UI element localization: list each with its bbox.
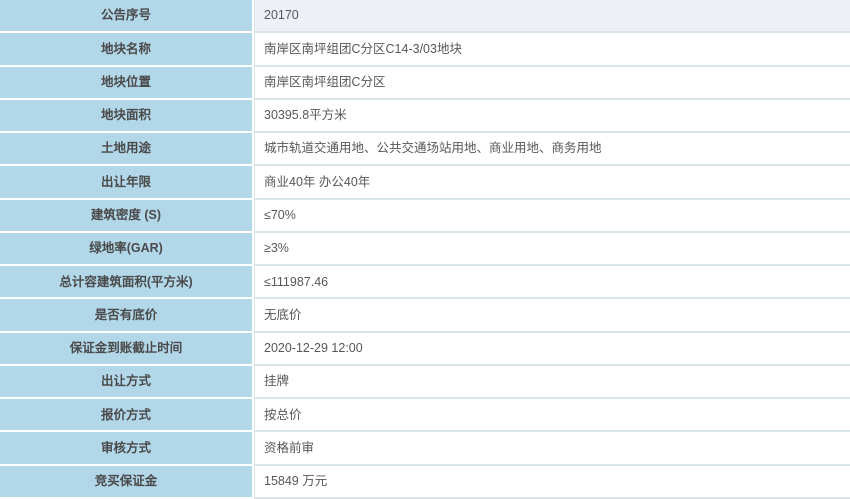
field-value: 15849 万元	[254, 465, 850, 499]
field-label: 竞买保证金	[0, 465, 252, 499]
field-value: 挂牌	[254, 365, 850, 400]
table-row: 土地用途 城市轨道交通用地、公共交通场站用地、商业用地、商务用地	[0, 133, 850, 167]
table-row: 报价方式 按总价	[0, 399, 850, 433]
field-value: 无底价	[254, 299, 850, 333]
table-row: 绿地率(GAR) ≥3%	[0, 232, 850, 267]
table-row: 出让方式 挂牌	[0, 365, 850, 400]
field-label: 出让方式	[0, 365, 252, 400]
field-label: 是否有底价	[0, 299, 252, 333]
field-label: 公告序号	[0, 0, 252, 34]
table-row: 地块位置 南岸区南坪组团C分区	[0, 66, 850, 100]
field-label: 保证金到账截止时间	[0, 332, 252, 366]
table-row: 出让年限 商业40年 办公40年	[0, 166, 850, 200]
table-row: 审核方式 资格前审	[0, 432, 850, 466]
table-row: 地块面积 30395.8平方米	[0, 99, 850, 134]
field-value: 城市轨道交通用地、公共交通场站用地、商业用地、商务用地	[254, 133, 850, 167]
field-label: 地块名称	[0, 33, 252, 67]
field-value: 南岸区南坪组团C分区C14-3/03地块	[254, 33, 850, 67]
field-value: 南岸区南坪组团C分区	[254, 66, 850, 100]
field-label: 土地用途	[0, 133, 252, 167]
table-row: 总计容建筑面积(平方米) ≤111987.46	[0, 266, 850, 300]
table-row: 地块名称 南岸区南坪组团C分区C14-3/03地块	[0, 33, 850, 67]
field-label: 报价方式	[0, 399, 252, 433]
field-value: ≤70%	[254, 199, 850, 233]
field-label: 审核方式	[0, 432, 252, 466]
field-value: 30395.8平方米	[254, 99, 850, 134]
field-label: 总计容建筑面积(平方米)	[0, 266, 252, 300]
field-value: ≤111987.46	[254, 266, 850, 300]
field-label: 绿地率(GAR)	[0, 232, 252, 267]
table-row: 是否有底价 无底价	[0, 299, 850, 333]
table-row: 公告序号 20170	[0, 0, 850, 34]
table-row: 建筑密度 (S) ≤70%	[0, 199, 850, 233]
field-label: 地块位置	[0, 66, 252, 100]
table-row: 保证金到账截止时间 2020-12-29 12:00	[0, 332, 850, 366]
table-row: 竞买保证金 15849 万元	[0, 465, 850, 499]
field-label: 地块面积	[0, 99, 252, 134]
field-label: 出让年限	[0, 166, 252, 200]
field-value: ≥3%	[254, 232, 850, 267]
field-value: 按总价	[254, 399, 850, 433]
field-value: 资格前审	[254, 432, 850, 466]
field-value: 20170	[254, 0, 850, 34]
field-value: 2020-12-29 12:00	[254, 332, 850, 366]
field-label: 建筑密度 (S)	[0, 199, 252, 233]
field-value: 商业40年 办公40年	[254, 166, 850, 200]
